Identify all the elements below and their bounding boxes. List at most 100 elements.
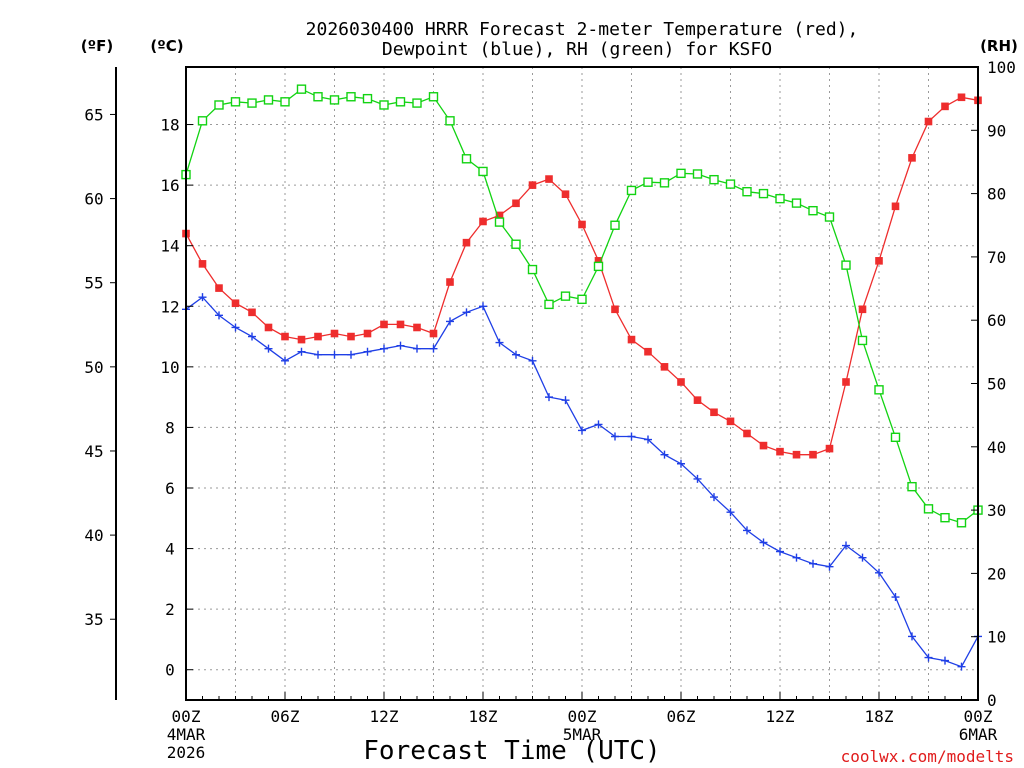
rh-point (445, 116, 455, 126)
rh-point (923, 504, 934, 514)
dewpoint-point (594, 420, 603, 429)
temperature-point (281, 332, 289, 341)
dewpoint-point (429, 344, 438, 353)
dewpoint-point (446, 317, 454, 326)
fahrenheit-tick-label: 65 (84, 105, 103, 124)
temperature-point (528, 181, 537, 189)
credit-text: coolwx.com/modelts (841, 747, 1014, 766)
dewpoint-point (941, 656, 949, 665)
rh-point (577, 294, 587, 305)
temperature-line (185, 96, 979, 456)
temperature-point (644, 347, 652, 356)
dewpoint-point (347, 350, 355, 359)
dewpoint-point (495, 338, 504, 347)
rh-tick-label: 10 (987, 628, 1006, 647)
celsius-tick-label: 10 (160, 358, 179, 377)
temperature-point (660, 363, 669, 371)
dewpoint-point (957, 662, 966, 671)
dewpoint-point (462, 308, 471, 317)
dewpoint-point (231, 323, 240, 332)
rh-point (379, 100, 389, 110)
x-tick-label: 00Z (172, 707, 201, 726)
x-tick-label: 12Z (766, 707, 795, 726)
celsius-tick-label: 14 (160, 237, 179, 256)
dewpoint-point (693, 474, 702, 483)
rh-point (808, 205, 818, 216)
dewpoint-point (578, 426, 586, 435)
dewpoint-point (627, 432, 636, 441)
rh-point (412, 98, 422, 108)
temperature-point (561, 190, 570, 199)
rh-point (709, 174, 719, 185)
rh-point (197, 116, 208, 126)
dewpoint-point (413, 344, 421, 353)
dewpoint-point (248, 332, 256, 341)
temperature-point (924, 117, 933, 126)
temperature-point (957, 93, 966, 102)
rh-point (247, 98, 257, 108)
dewpoint-point (809, 559, 817, 568)
rh-point (626, 185, 637, 196)
celsius-tick-label: 12 (160, 297, 179, 316)
x-tick-label: 06Z (271, 707, 300, 726)
rh-point (346, 92, 356, 102)
temperature-point (858, 305, 867, 314)
temperature-point (792, 450, 801, 459)
dewpoint-point (611, 432, 619, 441)
rh-point (659, 178, 670, 188)
rh-tick-label: 50 (987, 375, 1006, 394)
rh-point (593, 261, 604, 272)
dewpoint-point (825, 562, 834, 571)
temperature-point (941, 102, 949, 111)
temperature-point (446, 278, 454, 286)
dewpoint-point (858, 553, 867, 562)
x-tick-label: 00Z (964, 707, 993, 726)
rh-tick-label: 80 (987, 185, 1006, 204)
celsius-tick-label: 4 (165, 540, 175, 559)
x-tick-sublabel: 4MAR (167, 725, 206, 744)
dewpoint-point (297, 347, 306, 356)
dewpoint-point (677, 459, 685, 468)
fahrenheit-tick-label: 40 (84, 526, 103, 545)
chart-title-line-2: Dewpoint (blue), RH (green) for KSFO (382, 39, 772, 60)
celsius-tick-label: 8 (165, 418, 175, 437)
x-tick-sublabel: 6MAR (959, 725, 998, 744)
rh-point (313, 92, 323, 102)
x-axis-label: Forecast Time (UTC) (363, 736, 660, 766)
rh-point (329, 95, 340, 105)
rh-point (511, 239, 521, 249)
dewpoint-point (198, 293, 207, 302)
temperature-point (842, 378, 850, 386)
rh-point (280, 97, 290, 107)
rh-point (791, 198, 802, 208)
temperature-point (314, 332, 322, 341)
dewpoint-point (545, 393, 553, 402)
dewpoint-point (842, 541, 850, 550)
temperature-point (594, 257, 603, 265)
temperature-point (611, 305, 619, 314)
temperature-point (413, 323, 421, 332)
fahrenheit-tick-label: 55 (84, 274, 103, 293)
rh-point (890, 432, 901, 443)
temperature-point (627, 335, 636, 344)
rh-tick-label: 60 (987, 311, 1006, 330)
fahrenheit-unit-label: (ºF) (81, 37, 113, 55)
rh-point (560, 291, 571, 301)
rh-point (643, 177, 653, 187)
rh-point (362, 93, 373, 104)
temperature-point (479, 217, 487, 226)
rh-tick-label: 90 (987, 121, 1006, 140)
temperature-point (231, 299, 240, 308)
rh-point (940, 512, 950, 523)
rh-point (214, 100, 224, 110)
rh-point (478, 166, 488, 177)
rh-point (494, 217, 505, 227)
dewpoint-point (875, 568, 883, 577)
dewpoint-point (726, 508, 735, 517)
fahrenheit-tick-label: 35 (84, 610, 103, 629)
rh-point (824, 212, 835, 222)
celsius-tick-label: 2 (165, 600, 175, 619)
temperature-point (693, 396, 702, 404)
x-tick-label: 18Z (469, 707, 498, 726)
dewpoint-point (479, 302, 487, 311)
